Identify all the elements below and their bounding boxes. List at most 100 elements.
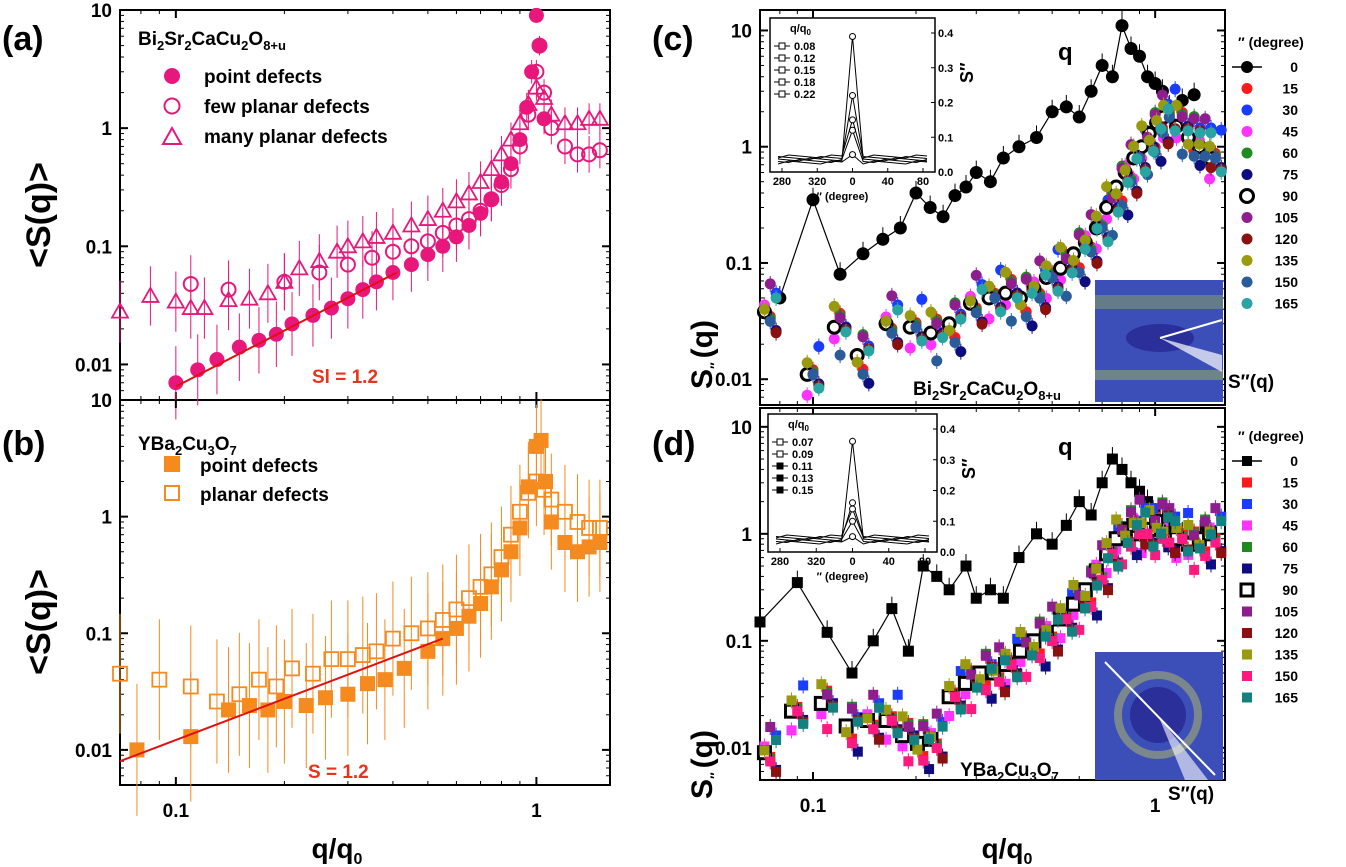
angle-legend-marker [1241,126,1253,137]
inset-peak-point [849,437,856,445]
data-point-d-105deg [903,721,914,732]
data-point-d-45deg [960,689,971,700]
data-point-c-120deg [1091,257,1103,269]
data-point-c-105deg [1005,278,1017,290]
panel-label-d: (d) [652,425,695,463]
data-point-c-0deg [1105,70,1119,84]
data-point-d-150deg [1157,533,1168,544]
inset-y-tick-label: 0.2 [940,486,955,498]
data-point-c-165deg [892,304,904,316]
detector-image-d [1095,652,1223,780]
data-point-c-165deg [976,283,988,295]
data-point-c-90deg [826,319,842,335]
angle-legend-marker [1241,61,1253,73]
data-point-d-45deg [1055,633,1066,644]
angle-legend-marker [1241,147,1253,159]
angle-legend-label: 150 [1275,274,1299,290]
data-point-c-150deg [1176,148,1188,160]
data-point-d-45deg [944,710,955,721]
data-point-d-105deg [1034,618,1045,629]
data-point-d-135deg [975,674,986,685]
data-point-c-165deg [1131,153,1143,165]
angle-legend-marker [1241,255,1253,266]
data-point-c-0deg [909,186,923,200]
data-point-b-1 [284,660,300,677]
data-point-d-0deg [754,616,766,628]
data-point-c-135deg [828,300,840,312]
angle-legend-marker [1239,188,1255,204]
data-point-a-2 [366,227,386,244]
data-point-c-105deg [764,278,776,290]
data-point-b-1 [305,665,321,682]
inset-x-tick-label: 320 [808,176,826,188]
data-point-c-135deg [1204,140,1216,152]
data-point-d-150deg [1134,529,1145,540]
y-tick-label: 0.01 [715,370,752,391]
data-point-d-150deg [1006,659,1017,670]
data-point-d-135deg [1041,625,1052,636]
data-point-d-165deg [909,734,920,745]
data-point-d-75deg [924,764,935,775]
data-point-d-0deg [867,635,879,647]
angle-legend-marker [1242,499,1252,509]
data-point-c-165deg [955,313,967,325]
data-point-a-2 [289,258,309,276]
data-point-c-120deg [1205,162,1217,174]
data-point-d-105deg [1126,507,1137,518]
data-point-d-0deg [886,603,898,615]
inset-x-tick-label: 80 [917,176,929,188]
x-axis-label-left: q/q0 [312,833,363,867]
angle-legend-label: 165 [1275,296,1299,312]
data-point-c-165deg [1066,267,1078,279]
data-point-d-135deg [759,745,770,756]
data-point-c-105deg [949,299,961,311]
data-point-d-165deg [1113,561,1124,572]
inset-legend-marker [776,450,784,458]
inset-legend-marker [776,438,784,446]
data-point-c-150deg [886,327,898,339]
data-point-d-165deg [1194,543,1205,554]
data-point-d-165deg [1091,580,1102,591]
inset-y-tick-label: 0.4 [940,424,956,436]
data-point-d-120deg [1216,548,1227,559]
data-point-d-165deg [1122,537,1133,548]
y-tick-label: 0.1 [86,237,113,258]
fit-line-a [175,271,398,388]
data-point-b-1 [569,514,586,530]
angle-legend-label: 0 [1290,453,1298,469]
data-point-c-135deg [801,357,813,369]
data-point-d-120deg [1102,585,1113,596]
data-point-c-75deg [1122,209,1134,221]
data-point-c-0deg [1012,140,1026,154]
data-point-c-30deg [1215,124,1227,136]
x-tick-label: 0.1 [800,796,827,817]
data-point-c-75deg [1155,155,1167,167]
data-point-c-150deg [764,315,776,327]
angle-legend-marker [1241,104,1253,116]
angle-legend-marker [1241,233,1253,245]
inset-y-tick-label: 0.1 [938,132,953,144]
data-point-a-2 [140,286,160,303]
data-point-d-105deg [846,703,857,714]
data-point-c-135deg [1170,99,1182,111]
data-point-d-165deg [852,716,863,727]
inset-legend-label: 0.13 [792,473,813,485]
inset-legend-marker [778,54,786,62]
data-point-c-0deg [1045,105,1059,119]
data-point-d-45deg [1068,609,1079,620]
data-point-c-165deg [840,326,852,338]
data-point-d-0deg [943,584,955,596]
data-point-c-0deg [1030,131,1044,145]
angle-legend-label: 105 [1275,604,1299,620]
data-point-d-135deg [1055,603,1066,614]
inset-legend-label: 0.09 [792,449,813,461]
inset-legend-marker [778,66,786,74]
data-point-d-0deg [1046,538,1058,550]
data-point-d-105deg [1074,590,1085,601]
data-point-c-30deg [916,293,928,305]
data-point-c-0deg [893,221,907,235]
inset-legend-label: 0.08 [794,41,815,53]
data-point-c-75deg [1026,320,1038,332]
data-point-c-150deg [1188,150,1200,162]
data-point-c-135deg [1040,260,1052,272]
